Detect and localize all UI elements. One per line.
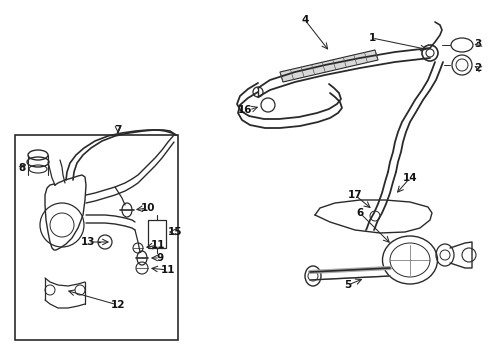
Text: 8: 8 bbox=[19, 163, 25, 173]
Bar bbox=[15, 135, 178, 340]
Text: 15: 15 bbox=[168, 227, 182, 237]
Text: 2: 2 bbox=[474, 63, 482, 73]
Text: 4: 4 bbox=[301, 15, 309, 25]
Text: 7: 7 bbox=[114, 125, 122, 135]
Polygon shape bbox=[280, 50, 378, 82]
Text: 11: 11 bbox=[161, 265, 175, 275]
Text: 16: 16 bbox=[238, 105, 252, 115]
Text: 3: 3 bbox=[474, 39, 482, 49]
Text: 12: 12 bbox=[111, 300, 125, 310]
Text: 10: 10 bbox=[141, 203, 155, 213]
Text: 17: 17 bbox=[348, 190, 362, 200]
Text: 5: 5 bbox=[344, 280, 352, 290]
Text: 9: 9 bbox=[156, 253, 164, 263]
Text: 1: 1 bbox=[368, 33, 376, 43]
Bar bbox=[148, 220, 166, 248]
Text: 13: 13 bbox=[81, 237, 95, 247]
Text: 11: 11 bbox=[151, 240, 165, 250]
Text: 6: 6 bbox=[356, 208, 364, 218]
Text: 14: 14 bbox=[403, 173, 417, 183]
